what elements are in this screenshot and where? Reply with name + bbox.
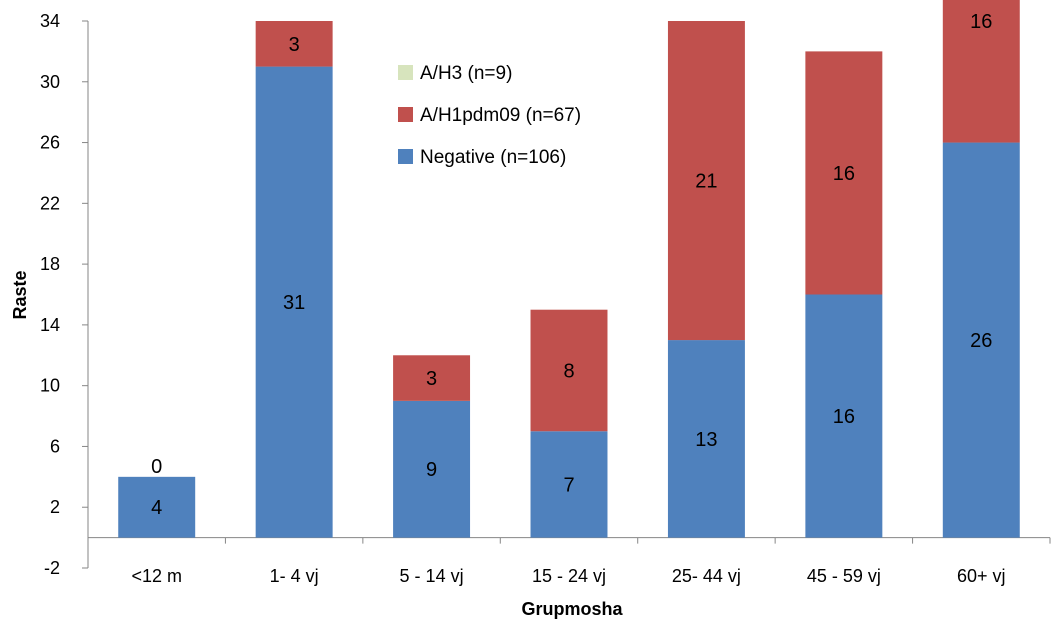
x-category-label: 5 - 14 vj [400, 566, 464, 586]
x-category-label: 15 - 24 vj [532, 566, 606, 586]
y-tick-label: 22 [40, 193, 60, 213]
data-label: 16 [833, 406, 855, 428]
data-label: 4 [151, 497, 162, 519]
bar-segment [255, 66, 333, 538]
x-category-label: 1- 4 vj [270, 566, 319, 586]
bar-segment [118, 476, 196, 538]
bars [118, 0, 1020, 538]
legend: A/H3 (n=9) A/H1pdm09 (n=67) Negative (n=10… [398, 63, 581, 168]
y-tick-label: 14 [40, 315, 60, 335]
legend-label: A/H1pdm09 (n=67) [420, 105, 581, 126]
data-label: 13 [695, 429, 717, 451]
y-tick-label: 2 [50, 497, 60, 517]
y-tick-label: 26 [40, 133, 60, 153]
bar-segment [942, 142, 1020, 538]
data-label: 3 [426, 368, 437, 390]
y-tick-label: 34 [40, 11, 60, 31]
bar-segment [805, 294, 883, 538]
y-axis-title: Raste [10, 270, 30, 319]
bar-segment [393, 355, 471, 401]
data-label: 0 [151, 456, 162, 478]
data-labels: 4 0 31 3 9 3 7 8 13 21 16 16 26 16 [151, 11, 992, 519]
x-category-label: <12 m [131, 566, 182, 586]
bar-segment [805, 51, 883, 295]
bar-segment [393, 400, 471, 538]
legend-swatch [398, 65, 413, 80]
legend-swatch [398, 107, 413, 122]
data-label: 26 [970, 330, 992, 352]
data-label: 16 [970, 11, 992, 33]
data-label: 7 [563, 474, 574, 496]
bar-segment [942, 0, 1020, 143]
data-label: 31 [283, 292, 305, 314]
bar-segment [530, 431, 608, 538]
data-label: 8 [563, 360, 574, 382]
legend-label: A/H3 (n=9) [420, 63, 512, 84]
bar-segment [667, 21, 745, 341]
x-axis: <12 m 1- 4 vj 5 - 14 vj 15 - 24 vj 25- 44 vj… [87, 537, 1051, 586]
data-label: 3 [289, 34, 300, 56]
bar-segment [530, 309, 608, 432]
data-label: 16 [833, 163, 855, 185]
legend-swatch [398, 149, 413, 164]
x-category-label: 45 - 59 vj [807, 566, 881, 586]
x-category-label: 60+ vj [957, 566, 1006, 586]
y-tick-label: -2 [44, 558, 60, 578]
y-tick-label: 6 [50, 436, 60, 456]
y-tick-label: 30 [40, 72, 60, 92]
legend-label: Negative (n=106) [420, 147, 566, 168]
bar-segment [255, 21, 333, 67]
data-label: 9 [426, 459, 437, 481]
x-axis-title: Grupmosha [521, 599, 623, 619]
bar-segment [667, 340, 745, 538]
x-category-label: 25- 44 vj [672, 566, 741, 586]
y-tick-label: 10 [40, 376, 60, 396]
data-label: 21 [695, 171, 717, 193]
y-tick-label: 18 [40, 254, 60, 274]
